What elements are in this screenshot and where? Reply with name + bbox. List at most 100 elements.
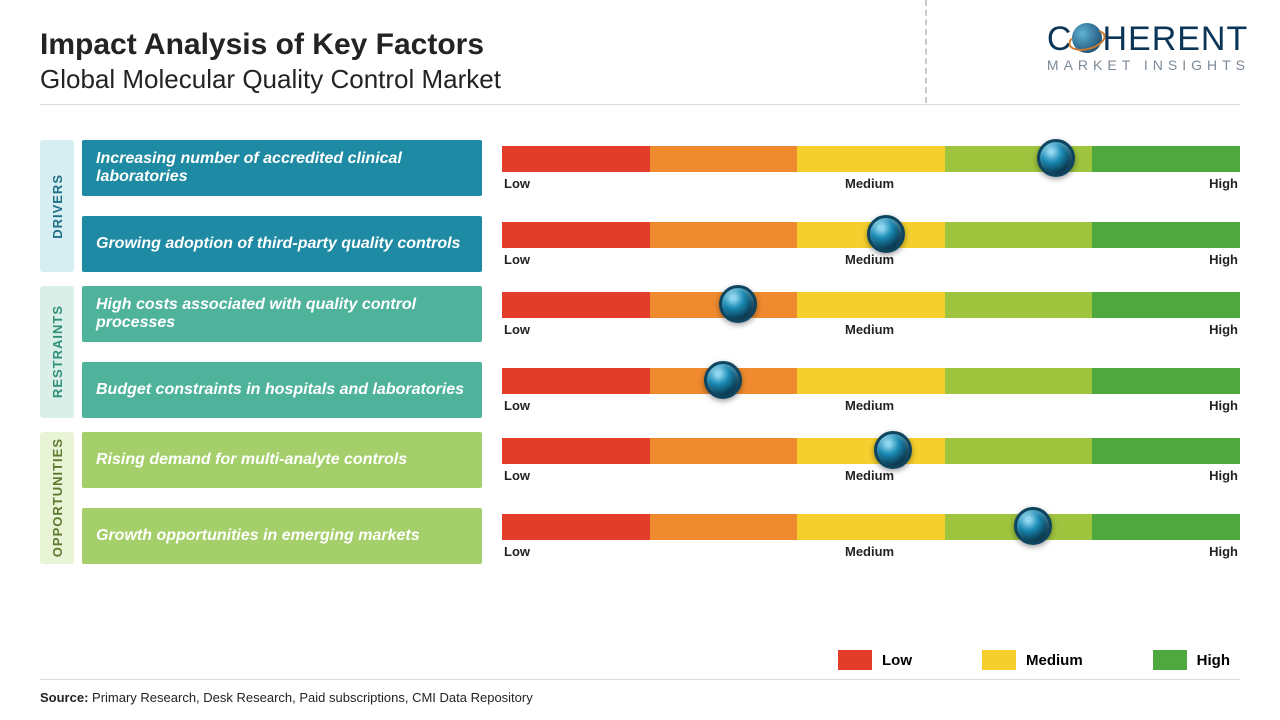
gauge-segment <box>650 146 798 172</box>
legend-item: Medium <box>982 650 1083 670</box>
gauge-segment <box>1092 146 1240 172</box>
page-subtitle: Global Molecular Quality Control Market <box>40 64 501 95</box>
factor-label: Growing adoption of third-party quality … <box>82 216 482 272</box>
factor-row: High costs associated with quality contr… <box>82 286 1240 342</box>
source-label: Source: <box>40 690 88 705</box>
gauge: Low Medium High <box>502 292 1240 337</box>
scale-label: Medium <box>845 468 894 483</box>
gauge-bar <box>502 146 1240 172</box>
category-label: OPPORTUNITIES <box>50 438 65 557</box>
gauge-segment <box>945 438 1093 464</box>
scale-label: Medium <box>845 176 894 191</box>
page-title: Impact Analysis of Key Factors <box>40 28 501 62</box>
scale-label: Medium <box>845 544 894 559</box>
category-section: OPPORTUNITIES Rising demand for multi-ana… <box>40 432 1240 564</box>
gauge-segment <box>945 292 1093 318</box>
divider-line <box>40 679 1240 680</box>
gauge-bar <box>502 514 1240 540</box>
logo-text: CHERENT <box>1047 20 1250 59</box>
scale-label: High <box>1209 322 1238 337</box>
gauge: LowMediumHigh <box>502 438 1240 483</box>
gauge-segment <box>1092 222 1240 248</box>
gauge-segment <box>797 368 945 394</box>
gauge-segment <box>502 438 650 464</box>
gauge-segment <box>502 222 650 248</box>
legend-label: Medium <box>1026 652 1083 669</box>
category-tab: RESTRAINTS <box>40 286 74 418</box>
scale-label: Low <box>504 322 530 337</box>
logo-subtext: MARKET INSIGHTS <box>1047 57 1250 73</box>
scale-label: Medium <box>845 322 894 337</box>
gauge-segment <box>650 438 798 464</box>
gauge: Low Medium High <box>502 222 1240 267</box>
gauge-bar <box>502 292 1240 318</box>
factor-label: Increasing number of accredited clinical… <box>82 140 482 196</box>
gauge-marker <box>1014 507 1052 545</box>
scale-label: High <box>1209 544 1238 559</box>
header-divider <box>925 0 927 103</box>
source-note: Source: Primary Research, Desk Research,… <box>40 690 533 705</box>
factor-label: Growth opportunities in emerging markets <box>82 508 482 564</box>
category-label: DRIVERS <box>50 174 65 239</box>
gauge-bar <box>502 368 1240 394</box>
scale-label: High <box>1209 398 1238 413</box>
gauge-bar <box>502 438 1240 464</box>
gauge-segment <box>650 222 798 248</box>
gauge: Low Medium High <box>502 146 1240 191</box>
gauge-segment <box>1092 368 1240 394</box>
scale-labels: Low Medium High <box>502 322 1240 337</box>
category-tab: DRIVERS <box>40 140 74 272</box>
scale-label: Low <box>504 176 530 191</box>
legend-swatch <box>838 650 872 670</box>
scale-label: Medium <box>845 398 894 413</box>
gauge-segment <box>1092 514 1240 540</box>
brand-logo: CHERENT MARKET INSIGHTS <box>1047 20 1250 73</box>
legend-swatch <box>982 650 1016 670</box>
globe-icon <box>1072 23 1102 53</box>
logo-post: HERENT <box>1102 20 1248 58</box>
scale-label: Low <box>504 398 530 413</box>
scale-labels: Low Medium High <box>502 544 1240 559</box>
scale-label: High <box>1209 176 1238 191</box>
gauge-bar <box>502 222 1240 248</box>
gauge-segment <box>1092 292 1240 318</box>
gauge-segment <box>797 438 945 464</box>
legend-swatch <box>1153 650 1187 670</box>
factor-row: Increasing number of accredited clinical… <box>82 140 1240 196</box>
factor-row: Growing adoption of third-party quality … <box>82 216 1240 272</box>
scale-labels: Low Medium High <box>502 176 1240 191</box>
factor-row: Rising demand for multi-analyte controls… <box>82 432 1240 488</box>
category-items: Rising demand for multi-analyte controls… <box>82 432 1240 564</box>
category-label: RESTRAINTS <box>50 305 65 398</box>
scale-label: Low <box>504 252 530 267</box>
factor-row: Growth opportunities in emerging markets… <box>82 508 1240 564</box>
gauge-segment <box>650 514 798 540</box>
gauge-segment <box>945 222 1093 248</box>
category-tab: OPPORTUNITIES <box>40 432 74 564</box>
gauge-segment <box>502 292 650 318</box>
category-section: RESTRAINTS High costs associated with qua… <box>40 286 1240 418</box>
factor-label: Rising demand for multi-analyte controls <box>82 432 482 488</box>
legend: Low Medium High <box>838 650 1230 670</box>
scale-label: Low <box>504 468 530 483</box>
gauge-segment <box>1092 438 1240 464</box>
gauge: Low Medium High <box>502 368 1240 413</box>
factor-row: Budget constraints in hospitals and labo… <box>82 362 1240 418</box>
gauge-segment <box>502 146 650 172</box>
category-section: DRIVERS Increasing number of accredited c… <box>40 140 1240 272</box>
legend-item: Low <box>838 650 912 670</box>
legend-label: High <box>1197 652 1230 669</box>
gauge-segment <box>797 292 945 318</box>
impact-chart: DRIVERS Increasing number of accredited c… <box>40 140 1240 578</box>
scale-labels: LowMediumHigh <box>502 468 1240 483</box>
gauge-marker <box>867 215 905 253</box>
scale-label: Low <box>504 544 530 559</box>
divider-line <box>40 104 1240 105</box>
scale-label: High <box>1209 252 1238 267</box>
header: Impact Analysis of Key Factors Global Mo… <box>40 28 501 95</box>
gauge-marker <box>874 431 912 469</box>
legend-label: Low <box>882 652 912 669</box>
gauge-segment <box>502 514 650 540</box>
scale-label: Medium <box>845 252 894 267</box>
gauge-marker <box>719 285 757 323</box>
